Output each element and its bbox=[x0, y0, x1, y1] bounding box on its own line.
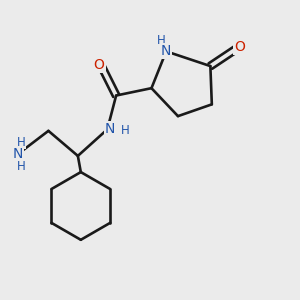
Text: O: O bbox=[234, 40, 245, 54]
Text: N: N bbox=[12, 147, 23, 161]
Text: N: N bbox=[161, 44, 171, 58]
Text: H: H bbox=[17, 136, 26, 148]
Text: O: O bbox=[94, 58, 104, 72]
Text: N: N bbox=[105, 122, 116, 136]
Text: H: H bbox=[157, 34, 165, 47]
Text: H: H bbox=[121, 124, 130, 137]
Text: H: H bbox=[17, 160, 26, 173]
